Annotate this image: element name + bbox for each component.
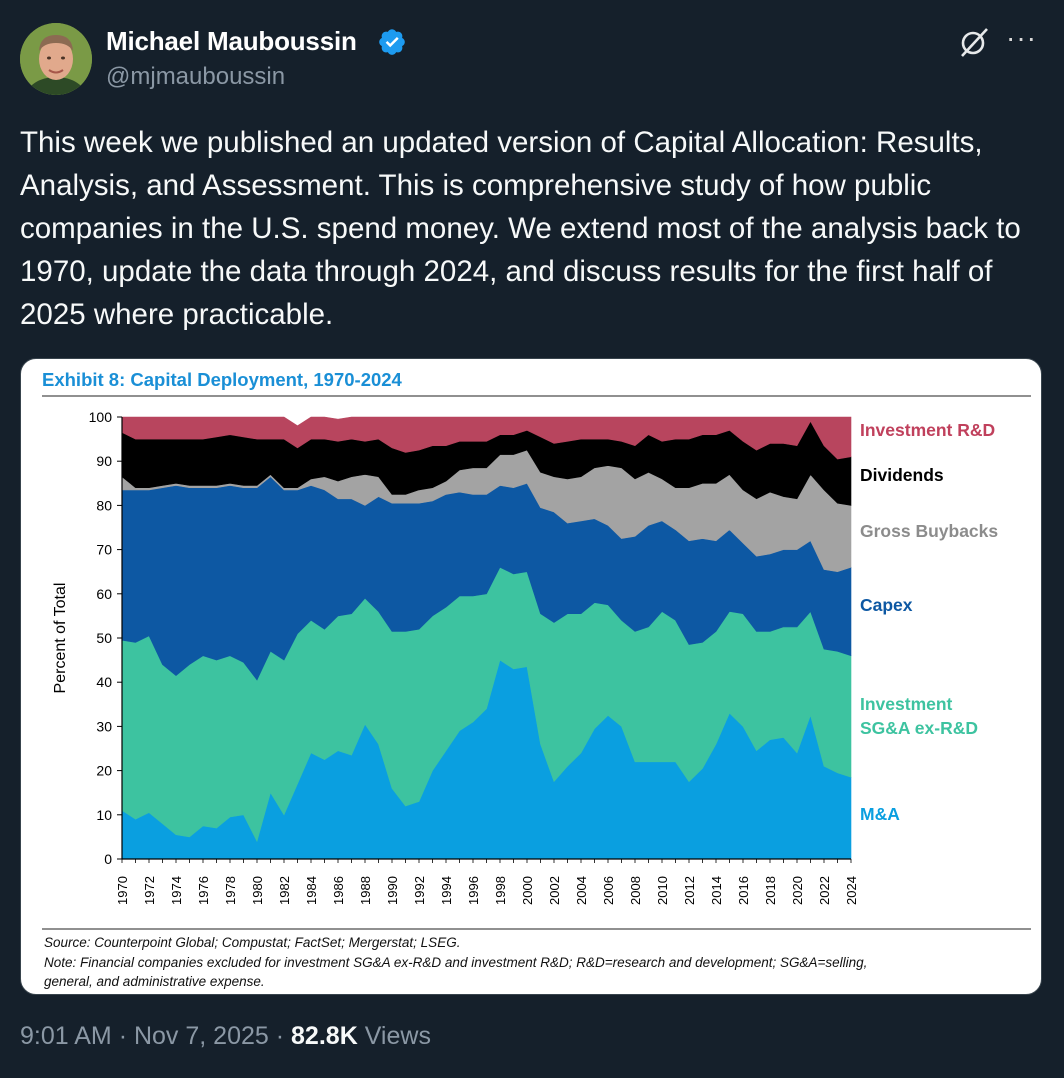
y-tick-label: 40 — [96, 674, 112, 690]
legend-label: M&A — [860, 804, 900, 824]
x-tick-label: 2022 — [817, 876, 832, 905]
x-tick-label: 2010 — [655, 876, 670, 905]
footer-separator: · — [275, 1022, 285, 1050]
x-tick-label: 1984 — [304, 876, 319, 905]
avatar[interactable] — [20, 23, 92, 95]
x-tick-label: 1986 — [331, 876, 346, 905]
author-name[interactable]: Michael Mauboussin — [106, 26, 357, 56]
x-tick-label: 2020 — [790, 876, 805, 905]
x-tick-label: 1972 — [142, 876, 157, 905]
x-tick-label: 1976 — [196, 876, 211, 905]
x-tick-label: 1978 — [223, 876, 238, 905]
y-tick-label: 10 — [96, 807, 112, 823]
x-tick-label: 1974 — [169, 876, 184, 905]
views-label: Views — [364, 1022, 431, 1050]
chart-title: Exhibit 8: Capital Deployment, 1970-2024 — [42, 369, 403, 390]
y-tick-label: 70 — [96, 542, 112, 558]
tweet-media-image[interactable]: Exhibit 8: Capital Deployment, 1970-2024… — [20, 358, 1042, 995]
tweet-time[interactable]: 9:01 AM — [20, 1022, 112, 1050]
y-tick-label: 0 — [104, 851, 112, 867]
x-tick-label: 1980 — [250, 876, 265, 905]
capital-deployment-chart: Exhibit 8: Capital Deployment, 1970-2024… — [42, 369, 1031, 989]
x-tick-label: 2002 — [547, 876, 562, 905]
x-tick-label: 2012 — [682, 876, 697, 905]
legend-label: Dividends — [860, 465, 944, 485]
x-tick-label: 1970 — [115, 876, 130, 905]
x-tick-label: 1998 — [493, 876, 508, 905]
y-tick-label: 50 — [96, 630, 112, 646]
chart-note: general, and administrative expense. — [44, 974, 265, 989]
grok-icon[interactable] — [957, 27, 991, 57]
x-tick-label: 1992 — [412, 876, 427, 905]
area-series-investment-r-d — [121, 416, 852, 460]
author-handle[interactable]: @mjmauboussin — [106, 63, 286, 90]
x-tick-label: 2014 — [709, 876, 724, 905]
legend-label: Investment — [860, 694, 953, 714]
tweet-footer: 9:01 AM · Nov 7, 2025 · 82.8K Views — [20, 1022, 431, 1051]
y-tick-label: 60 — [96, 586, 112, 602]
x-tick-label: 2016 — [736, 876, 751, 905]
more-icon[interactable]: ··· — [1006, 22, 1037, 53]
views-count: 82.8K — [291, 1022, 358, 1050]
verified-badge-icon — [379, 29, 405, 55]
tweet-date[interactable]: Nov 7, 2025 — [133, 1022, 269, 1050]
x-tick-label: 2006 — [601, 876, 616, 905]
y-tick-label: 30 — [96, 718, 112, 734]
tweet-text: This week we published an updated versio… — [20, 126, 1021, 331]
y-tick-label: 80 — [96, 497, 112, 513]
y-axis-label: Percent of Total — [52, 583, 69, 694]
x-tick-label: 2008 — [628, 876, 643, 905]
x-tick-label: 1994 — [439, 876, 454, 905]
x-tick-label: 2024 — [844, 876, 859, 905]
legend-label: SG&A ex-R&D — [860, 718, 978, 738]
legend-label: Gross Buybacks — [860, 521, 998, 541]
chart-note: Note: Financial companies excluded for i… — [44, 955, 867, 970]
y-tick-label: 100 — [89, 409, 113, 425]
y-tick-label: 90 — [96, 453, 112, 469]
x-tick-label: 2000 — [520, 876, 535, 905]
x-tick-label: 1990 — [385, 876, 400, 905]
x-tick-label: 1982 — [277, 876, 292, 905]
x-tick-label: 2004 — [574, 876, 589, 905]
x-tick-label: 1996 — [466, 876, 481, 905]
legend-label: Investment R&D — [860, 420, 995, 440]
legend-label: Capex — [860, 595, 913, 615]
y-tick-label: 20 — [96, 763, 112, 779]
x-tick-label: 2018 — [763, 876, 778, 905]
footer-separator: · — [118, 1022, 128, 1050]
chart-source: Source: Counterpoint Global; Compustat; … — [44, 935, 460, 950]
x-tick-label: 1988 — [358, 876, 373, 905]
